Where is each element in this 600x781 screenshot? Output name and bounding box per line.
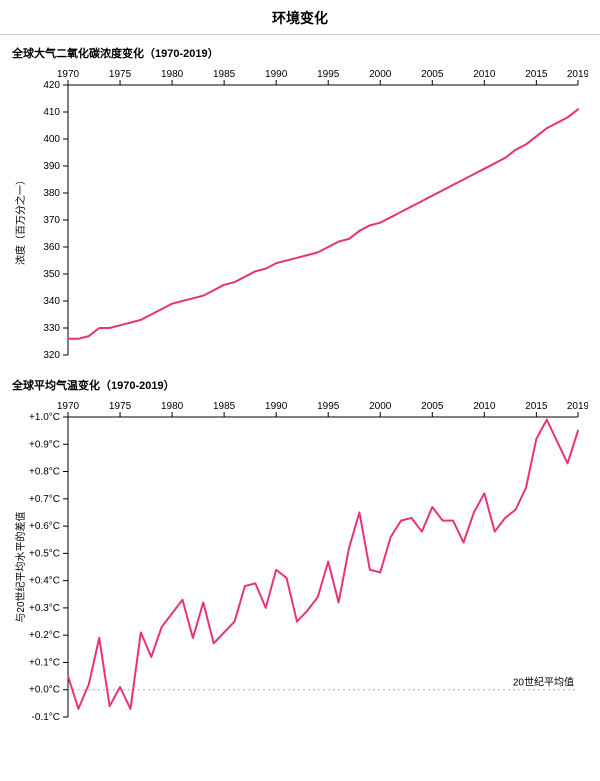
svg-text:1975: 1975 (109, 401, 132, 412)
svg-text:370: 370 (43, 215, 60, 226)
svg-text:与20世纪平均水平的差值: 与20世纪平均水平的差值 (14, 511, 27, 622)
svg-text:+0.0°C: +0.0°C (29, 685, 60, 696)
svg-text:+0.8°C: +0.8°C (29, 467, 60, 478)
svg-text:+0.3°C: +0.3°C (29, 603, 60, 614)
svg-text:1985: 1985 (213, 69, 236, 80)
svg-text:2015: 2015 (525, 69, 548, 80)
svg-text:+1.0°C: +1.0°C (29, 412, 60, 423)
svg-text:350: 350 (43, 269, 60, 280)
svg-text:1990: 1990 (265, 69, 288, 80)
svg-text:浓度（百万分之一）: 浓度（百万分之一） (14, 175, 27, 265)
chart2-subtitle: 全球平均气温变化（1970-2019） (12, 377, 588, 393)
svg-text:2015: 2015 (525, 401, 548, 412)
svg-text:+0.9°C: +0.9°C (29, 439, 60, 450)
svg-text:2010: 2010 (473, 401, 496, 412)
svg-text:+0.6°C: +0.6°C (29, 521, 60, 532)
svg-text:2000: 2000 (369, 401, 392, 412)
svg-text:1980: 1980 (161, 69, 184, 80)
svg-text:1985: 1985 (213, 401, 236, 412)
svg-text:360: 360 (43, 242, 60, 253)
svg-text:1975: 1975 (109, 69, 132, 80)
svg-text:1970: 1970 (57, 69, 80, 80)
svg-text:20世纪平均值: 20世纪平均值 (513, 676, 574, 689)
chart1-block: 全球大气二氧化碳浓度变化（1970-2019） 1970 1975 1980 1985… (0, 35, 600, 367)
svg-text:390: 390 (43, 161, 60, 172)
svg-text:1970: 1970 (57, 401, 80, 412)
svg-text:380: 380 (43, 188, 60, 199)
svg-text:320: 320 (43, 350, 60, 361)
svg-text:1995: 1995 (317, 69, 340, 80)
chart2-block: 全球平均气温变化（1970-2019） 1970 1975 1980 1985 1990… (0, 367, 600, 729)
svg-text:+0.7°C: +0.7°C (29, 494, 60, 505)
chart1-svg: 1970 1975 1980 1985 1990 1995 2000 2005 2010 2015… (12, 63, 588, 363)
svg-text:+0.5°C: +0.5°C (29, 548, 60, 559)
svg-text:2019: 2019 (567, 401, 588, 412)
svg-text:420: 420 (43, 80, 60, 91)
svg-text:2010: 2010 (473, 69, 496, 80)
svg-text:1995: 1995 (317, 401, 340, 412)
svg-text:+0.4°C: +0.4°C (29, 576, 60, 587)
svg-text:2019: 2019 (567, 69, 588, 80)
svg-text:1990: 1990 (265, 401, 288, 412)
svg-text:2005: 2005 (421, 401, 444, 412)
svg-text:-0.1°C: -0.1°C (32, 712, 60, 723)
svg-text:410: 410 (43, 107, 60, 118)
svg-text:+0.2°C: +0.2°C (29, 630, 60, 641)
svg-text:2005: 2005 (421, 69, 444, 80)
svg-text:2000: 2000 (369, 69, 392, 80)
chart1-subtitle: 全球大气二氧化碳浓度变化（1970-2019） (12, 45, 588, 61)
page-title: 环境变化 (0, 0, 600, 35)
svg-text:400: 400 (43, 134, 60, 145)
svg-text:340: 340 (43, 296, 60, 307)
svg-text:330: 330 (43, 323, 60, 334)
svg-text:1980: 1980 (161, 401, 184, 412)
chart2-svg: 1970 1975 1980 1985 1990 1995 2000 2005 2010 2015… (12, 395, 588, 725)
svg-text:+0.1°C: +0.1°C (29, 657, 60, 668)
